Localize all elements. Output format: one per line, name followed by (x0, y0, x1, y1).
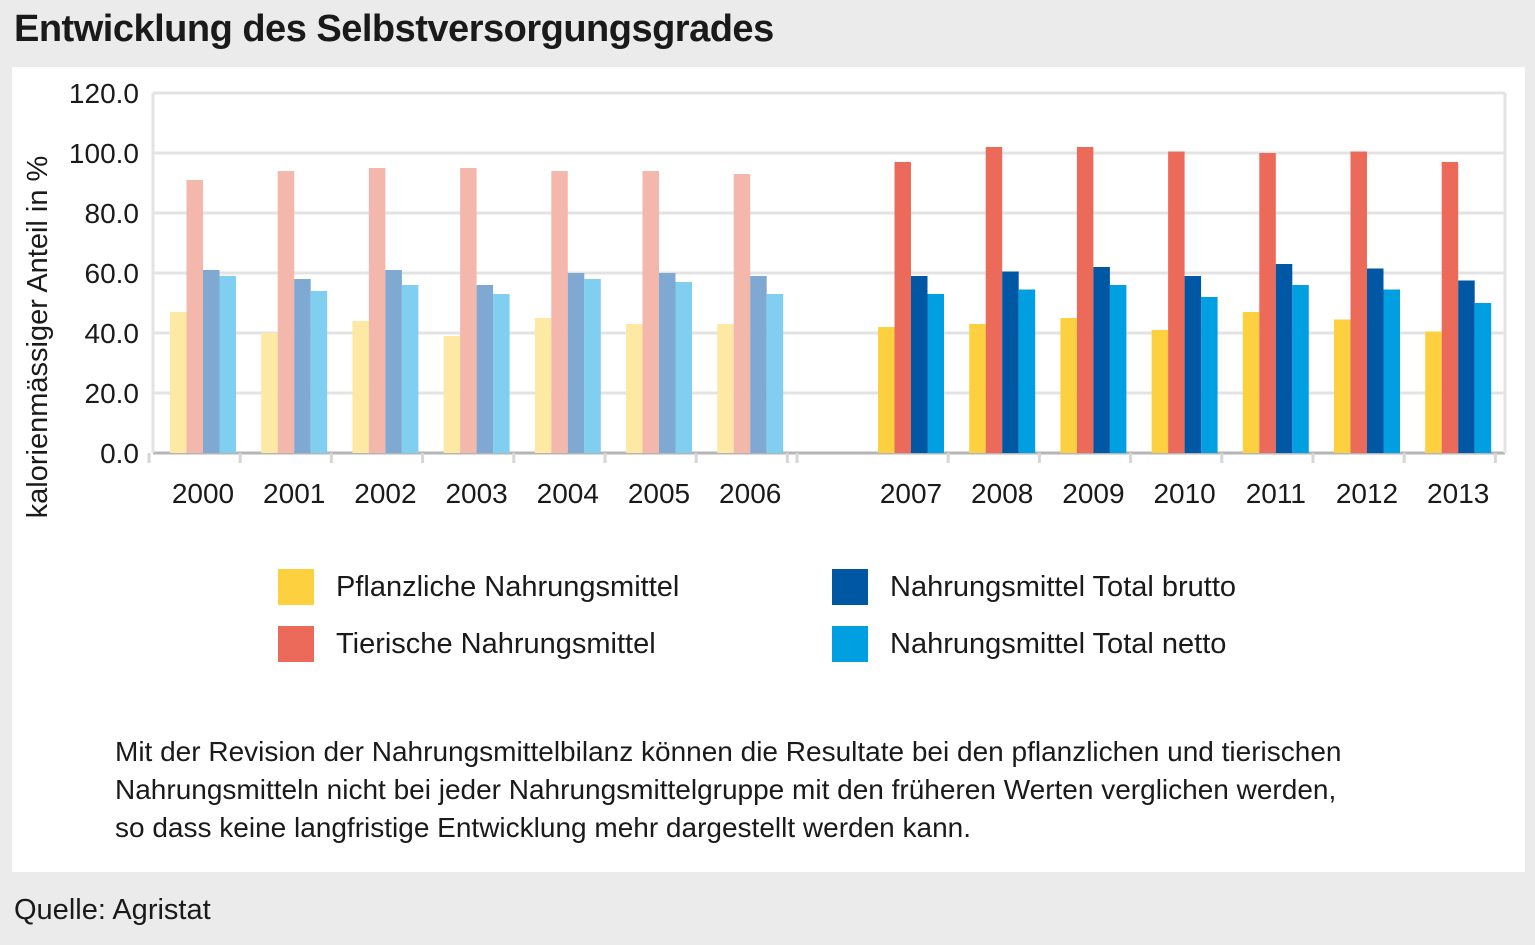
bar-2001-series-1 (261, 333, 278, 453)
bar-2005-series-4 (675, 282, 692, 453)
bar-2000-series-4 (219, 276, 236, 453)
legend-label: Tierische Nahrungsmittel (336, 628, 656, 660)
legend-swatch (278, 569, 314, 605)
bar-2010-series-3 (1184, 276, 1202, 453)
bar-2007-series-3 (911, 276, 928, 453)
chart-panel: 0.0 20.0 40.0 60.0 80.0 100.0 120.0 2000 2001 200… (12, 67, 1525, 872)
bar-2011-series-1 (1242, 312, 1260, 453)
y-tick-label: 80.0 (85, 198, 140, 229)
bars (170, 147, 1492, 453)
bar-2000-series-1 (170, 312, 187, 453)
legend-label: Nahrungsmittel Total netto (890, 628, 1227, 660)
bar-2006-series-3 (750, 276, 767, 453)
bar-2005-series-3 (659, 273, 676, 453)
legend-swatch (832, 626, 868, 662)
bar-2011-series-3 (1275, 264, 1293, 453)
bar-2007-series-4 (927, 294, 944, 453)
bar-2002-series-3 (385, 270, 402, 453)
bar-2010-series-1 (1151, 330, 1169, 453)
y-tick-label: 100.0 (69, 138, 139, 169)
x-tick-label: 2008 (971, 478, 1033, 509)
x-tick-label: 2003 (445, 478, 507, 509)
bar-2011-series-4 (1292, 285, 1309, 453)
bar-2005-series-2 (642, 171, 659, 453)
axes: 0.0 20.0 40.0 60.0 80.0 100.0 120.0 2000 2001 200… (69, 78, 1497, 509)
bar-2008-series-4 (1018, 289, 1036, 453)
bar-2013-series-4 (1474, 303, 1492, 453)
source-label: Quelle: Agristat (14, 894, 211, 926)
bar-2000-series-3 (203, 270, 220, 453)
bar-2004-series-1 (534, 318, 552, 453)
bar-2013-series-3 (1458, 280, 1475, 453)
y-tick-label: 60.0 (85, 258, 140, 289)
x-tick-label: 2009 (1062, 478, 1124, 509)
bar-2004-series-4 (584, 279, 601, 453)
legend-swatch (278, 626, 314, 662)
x-tick-label: 2013 (1427, 478, 1489, 509)
bar-2003-series-4 (493, 294, 510, 453)
x-tick-label: 2012 (1336, 478, 1398, 509)
bar-2002-series-2 (368, 168, 386, 453)
legend-label: Nahrungsmittel Total brutto (890, 571, 1237, 603)
bar-2011-series-2 (1259, 153, 1276, 453)
x-tick-label: 2006 (719, 478, 781, 509)
bar-2000-series-2 (186, 180, 203, 453)
x-tick-label: 2000 (172, 478, 234, 509)
bar-2008-series-2 (985, 147, 1003, 453)
y-tick-label: 120.0 (69, 78, 139, 109)
bar-2010-series-2 (1168, 151, 1185, 453)
bar-2004-series-2 (551, 171, 568, 453)
bar-2003-series-1 (443, 336, 461, 453)
chart-title: Entwicklung des Selbstversorgungsgrades (14, 8, 774, 50)
y-tick-label: 0.0 (100, 438, 139, 469)
bar-chart: 0.0 20.0 40.0 60.0 80.0 100.0 120.0 2000 2001 200… (22, 78, 1507, 519)
revision-note: Mit der Revision der Nahrungsmittelbilan… (115, 733, 1485, 847)
bar-2013-series-2 (1441, 162, 1459, 453)
bar-2001-series-4 (310, 291, 328, 453)
bar-2008-series-3 (1002, 271, 1019, 453)
x-tick-label: 2011 (1246, 478, 1306, 509)
x-tick-label: 2005 (628, 478, 690, 509)
legend-swatch (832, 569, 868, 605)
bar-2006-series-4 (766, 294, 784, 453)
bar-2012-series-3 (1367, 268, 1384, 453)
bar-2013-series-1 (1425, 331, 1442, 453)
bar-2012-series-2 (1350, 151, 1367, 453)
bar-2003-series-2 (460, 168, 477, 453)
bar-2004-series-3 (567, 273, 585, 453)
bar-2009-series-2 (1076, 147, 1094, 453)
bar-2006-series-2 (733, 174, 751, 453)
y-tick-label: 40.0 (85, 318, 140, 349)
bar-2001-series-3 (294, 279, 311, 453)
note-line: so dass keine langfristige Entwicklung m… (115, 812, 972, 843)
bar-2012-series-4 (1383, 289, 1400, 453)
bar-2007-series-2 (894, 162, 911, 453)
bar-2010-series-4 (1201, 297, 1218, 453)
x-tick-label: 2010 (1153, 478, 1215, 509)
x-tick-label: 2004 (537, 478, 599, 509)
bar-2005-series-1 (626, 324, 643, 453)
bar-2009-series-1 (1060, 318, 1077, 453)
bar-2002-series-4 (401, 285, 419, 453)
x-tick-label: 2007 (880, 478, 942, 509)
bar-2003-series-3 (476, 285, 494, 453)
note-line: Mit der Revision der Nahrungsmittelbilan… (115, 736, 1342, 767)
x-tick-label: 2001 (263, 478, 325, 509)
bar-2009-series-3 (1093, 267, 1110, 453)
bar-2012-series-1 (1334, 319, 1351, 453)
y-tick-label: 20.0 (85, 378, 140, 409)
bar-2008-series-1 (969, 324, 986, 453)
bar-2001-series-2 (277, 171, 295, 453)
legend-label: Pflanzliche Nahrungsmittel (336, 571, 680, 603)
note-line: Nahrungsmitteln nicht bei jeder Nahrungs… (115, 774, 1337, 805)
y-axis-label: kalorienmässiger Anteil in % (22, 156, 54, 519)
x-tick-label: 2002 (354, 478, 416, 509)
bar-2006-series-1 (717, 324, 734, 453)
bar-2007-series-1 (878, 327, 895, 453)
bar-2002-series-1 (352, 321, 369, 453)
bar-2009-series-4 (1109, 285, 1127, 453)
